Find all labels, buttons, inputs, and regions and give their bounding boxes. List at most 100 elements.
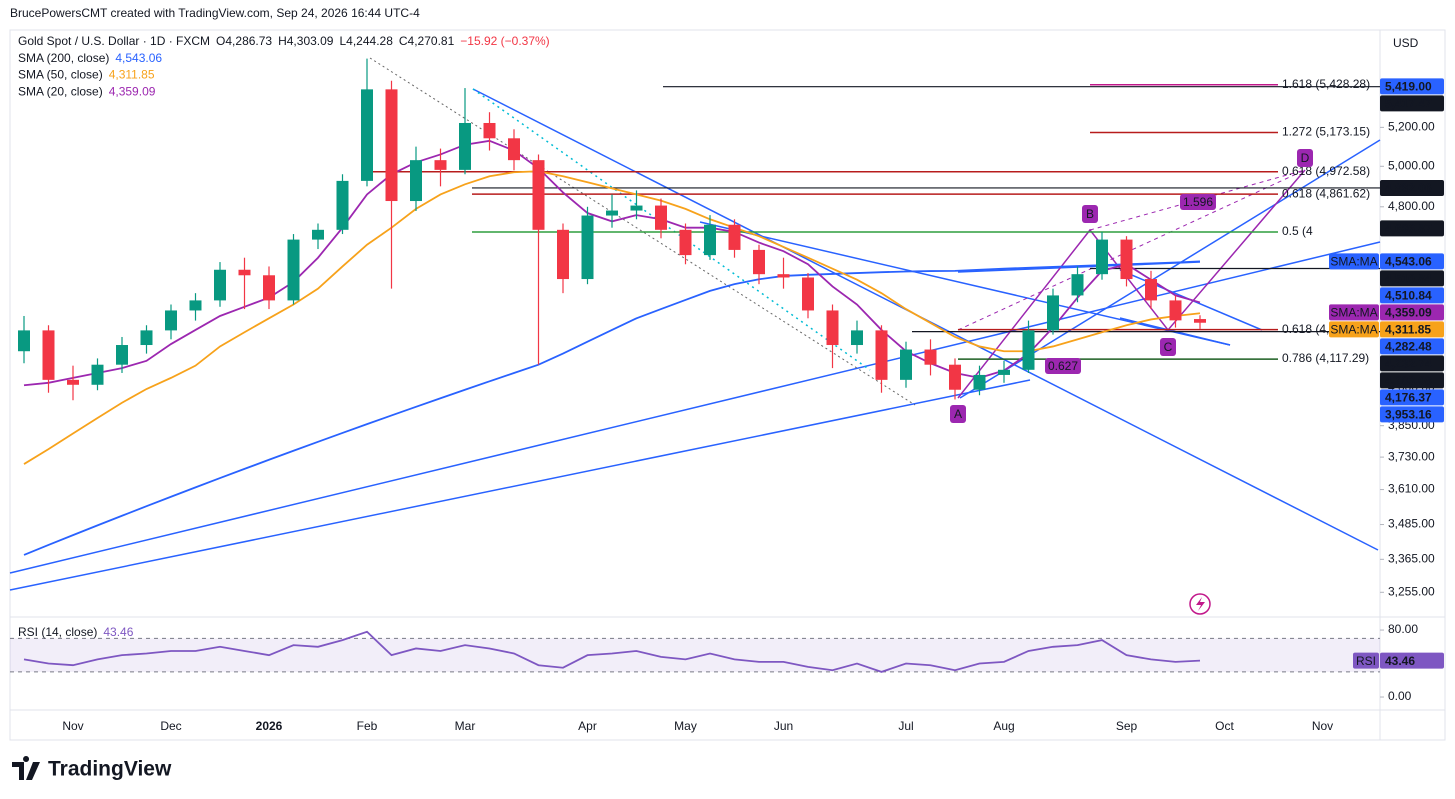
rsi-tag — [1380, 652, 1444, 669]
x-tick-label: Nov — [62, 719, 83, 733]
price-tag-label: 4,510.84 — [1385, 272, 1432, 286]
candle-body — [949, 364, 961, 390]
candle-body — [214, 269, 226, 301]
ratio-label-box — [1045, 358, 1081, 374]
y-tick-label: 5,000.00 — [1388, 158, 1435, 172]
price-tag — [1380, 389, 1444, 406]
tag-name: SMA:MA — [1330, 323, 1377, 337]
quote-value: O4,286.73 — [216, 34, 272, 48]
currency: USD — [1393, 36, 1419, 50]
candle-body — [1022, 330, 1035, 370]
harmonic-pattern — [957, 169, 1306, 399]
trendline — [9, 379, 1031, 591]
quote-value: C4,270.81 — [399, 34, 455, 48]
rsi-tick-label: 80.00 — [1388, 622, 1418, 636]
x-tick-label: May — [674, 719, 697, 733]
price-tag — [1380, 338, 1444, 355]
legend-value: 4,359.09 — [109, 85, 156, 99]
candle-body — [728, 224, 741, 250]
pattern-label-box — [1297, 149, 1313, 167]
y-tick-label: 3,730.00 — [1388, 449, 1435, 463]
candle-body — [826, 310, 839, 346]
price-tag — [1380, 304, 1444, 321]
candle-body — [312, 229, 324, 240]
pattern-label: D — [1301, 151, 1310, 165]
rsi-tag-label: 43.46 — [1385, 654, 1415, 668]
candle-body — [1071, 274, 1084, 296]
price-tag — [1380, 220, 1444, 237]
candle-body — [189, 300, 202, 311]
tag-name: SMA:MA — [1330, 255, 1377, 269]
x-tick-label: Aug — [993, 719, 1014, 733]
x-tick-label: Dec — [160, 719, 181, 733]
price-tag — [1380, 321, 1444, 338]
candle-body — [900, 349, 912, 380]
candle-body — [434, 160, 447, 170]
candle-body — [606, 210, 618, 216]
candle-body — [459, 122, 471, 170]
ratio-label-box — [1180, 194, 1216, 210]
price-tag-label: 4,510.84 — [1385, 289, 1432, 303]
candle-body — [1194, 319, 1206, 323]
candle-body — [361, 89, 373, 181]
candle-body — [238, 269, 251, 276]
candle-body — [753, 249, 765, 275]
candle-body — [630, 205, 643, 211]
sma-line — [23, 260, 1201, 556]
candle-body — [42, 330, 55, 380]
candle-body — [91, 364, 104, 385]
legend-name: SMA (50, close) — [18, 68, 103, 82]
x-tick-label: Mar — [455, 719, 476, 733]
price-tag-label: 5,417.47 — [1385, 97, 1432, 111]
legend-value: 4,543.06 — [115, 51, 162, 65]
price-tag-label: 4,696.87 — [1385, 222, 1432, 236]
candle-body — [1096, 239, 1108, 275]
x-tick-label: Sep — [1116, 719, 1138, 733]
candle-body — [655, 205, 667, 230]
price-tag — [1380, 95, 1444, 112]
price-tag — [1380, 287, 1444, 304]
logo — [12, 756, 40, 780]
fib-label: 0.786 (4,117.29) — [1282, 351, 1369, 365]
x-tick-label: Jun — [774, 719, 793, 733]
y-tick-label: 3,485.00 — [1388, 517, 1435, 531]
logo-text: TradingView — [48, 758, 172, 781]
candle-body — [67, 379, 79, 385]
price-tag-label: 4,311.85 — [1385, 323, 1431, 337]
price-tag-label: 3,953.16 — [1385, 408, 1432, 422]
price-tag — [1380, 372, 1444, 389]
fib-label: 1.618 (5,428.28) — [1282, 77, 1370, 91]
legend-name: SMA (200, close) — [18, 51, 109, 65]
price-tag — [1380, 355, 1444, 372]
price-tag-label: 4,892.06 — [1385, 181, 1432, 195]
x-tick-label: Feb — [357, 719, 378, 733]
candle-body — [704, 224, 716, 256]
candle-body — [263, 275, 275, 301]
candle-body — [336, 180, 349, 230]
candle-body — [679, 229, 692, 256]
candle-body — [483, 122, 496, 139]
symbol-title: Gold Spot / U.S. Dollar · 1D · FXCM O4,28… — [18, 34, 550, 48]
price-tag-label: 4,282.48 — [1385, 340, 1432, 354]
price-tag-label: 4,176.37 — [1385, 391, 1432, 405]
trendline — [1089, 169, 1306, 231]
candle-body — [998, 369, 1010, 375]
price-tag-label: 4,232.74 — [1385, 357, 1432, 371]
legend-name: SMA (20, close) — [18, 85, 103, 99]
candle-body — [532, 160, 545, 230]
x-tick-label: Oct — [1215, 719, 1234, 733]
fib-label: 0.5 (4 — [1282, 224, 1313, 238]
price-tag — [1380, 270, 1444, 287]
rsi-tick-label: 0.00 — [1388, 689, 1412, 703]
price-tag — [1380, 78, 1444, 95]
candle-body — [581, 215, 594, 280]
x-tick-label: 2026 — [256, 719, 283, 733]
symbol-name: Gold Spot / U.S. Dollar · 1D · FXCM — [18, 34, 210, 48]
tag-name-box — [1329, 253, 1379, 270]
candle-body — [410, 160, 422, 202]
candle-body — [287, 239, 300, 301]
candle-body — [1169, 300, 1182, 321]
legend-entry: SMA (20, close) 4,359.09 — [18, 85, 156, 99]
y-tick-label: 3,610.00 — [1388, 482, 1435, 496]
rsi-name: RSI (14, close) — [18, 625, 97, 639]
